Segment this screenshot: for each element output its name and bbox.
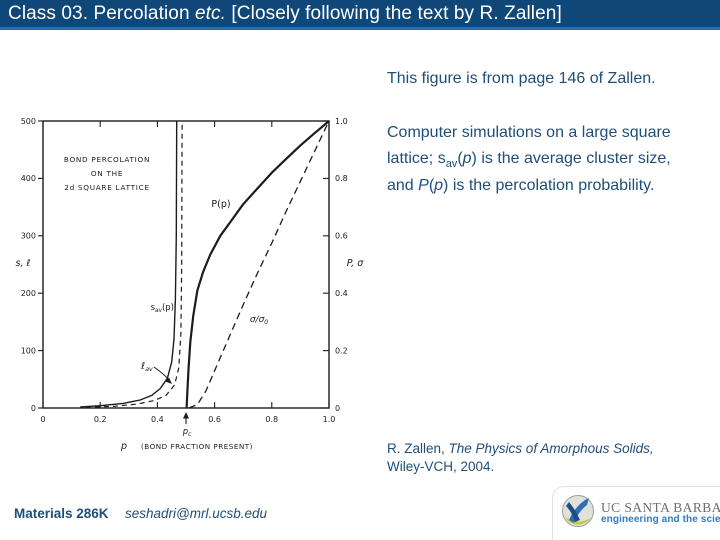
right-tick-label: 0.6 <box>335 232 348 241</box>
para-figure-source: This figure is from page 146 of Zallen. <box>387 70 656 87</box>
xlabel: p <box>120 441 127 452</box>
xlabel-note: (BOND FRACTION PRESENT) <box>141 442 253 451</box>
left-tick-label: 200 <box>21 289 36 298</box>
globe-icon <box>560 493 596 534</box>
figure-title-line: BOND PERCOLATION <box>64 155 150 164</box>
axis-ticks <box>38 120 330 409</box>
percolation-chart-svg: 0 0.2 0.4 0.6 0.8 1.0 0 100 200 300 400 500 0 0.2 0.4 0… <box>16 117 365 452</box>
ucsb-logo: UC SANTA BARBARA engineering and the sci… <box>552 486 720 540</box>
left-tick-label: 500 <box>21 117 36 126</box>
figure-title-line: 2d SQUARE LATTICE <box>64 183 150 192</box>
left-tick-label: 300 <box>21 232 36 241</box>
title-bar: Class 03. Percolation etc. [Closely foll… <box>0 0 720 30</box>
course-label: Materials 286K <box>14 506 109 521</box>
left-tick-label: 400 <box>21 174 36 183</box>
x-tick-label: 0.2 <box>94 415 107 424</box>
label-sav: sav(p) <box>151 303 174 314</box>
logo-wordmark: UC SANTA BARBARA <box>601 500 720 516</box>
slide-title: Class 03. Percolation etc. [Closely foll… <box>8 2 562 24</box>
x-tick-label: 0 <box>40 415 45 424</box>
right-tick-label: 0.4 <box>335 289 348 298</box>
email-text: seshadri@mrl.ucsb.edu <box>125 506 268 521</box>
series-2 <box>85 120 183 408</box>
label-lav: ℓav <box>141 361 153 373</box>
figure-title-line: ON THE <box>91 169 123 178</box>
x-tick-label: 0.6 <box>208 415 221 424</box>
zallen-percolation-figure: 0 0.2 0.4 0.6 0.8 1.0 0 100 200 300 400 500 0 0.2 0.4 0… <box>8 100 376 460</box>
x-tick-label: 1.0 <box>323 415 336 424</box>
right-tick-label: 0.2 <box>335 346 348 355</box>
series-3 <box>185 120 330 409</box>
ylabel-left: s, ℓ <box>16 258 31 269</box>
left-tick-label: 0 <box>31 404 36 413</box>
logo-tagline: engineering and the sciences <box>601 514 720 526</box>
ylabel-right: P, σ <box>347 258 364 269</box>
right-tick-label: 1.0 <box>335 117 348 126</box>
left-tick-label: 100 <box>21 346 36 355</box>
para-description: Computer simulations on a large square l… <box>387 123 671 194</box>
label-pc: pc <box>182 427 192 438</box>
label-sigma: σ/σ0 <box>250 315 268 326</box>
x-tick-label: 0.4 <box>151 415 164 424</box>
citation: R. Zallen, The Physics of Amorphous Soli… <box>387 441 654 474</box>
plot-frame <box>42 120 330 409</box>
right-tick-label: 0.8 <box>335 174 348 183</box>
series-1 <box>80 120 178 408</box>
right-tick-label: 0 <box>335 404 340 413</box>
label-P: P(p) <box>211 199 230 210</box>
series-4 <box>188 120 330 409</box>
x-tick-label: 0.8 <box>265 415 278 424</box>
body-text: This figure is from page 146 of Zallen. … <box>387 66 687 226</box>
lav-arrow <box>153 366 170 381</box>
